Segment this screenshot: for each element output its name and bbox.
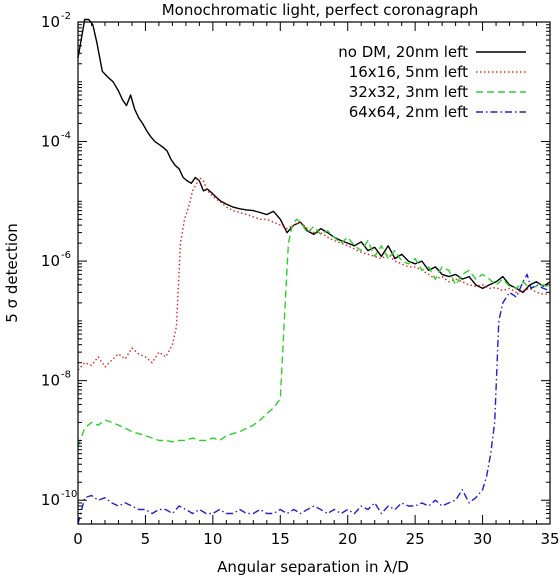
x-tick-label: 25 [406, 530, 425, 548]
y-tick-label: 10 [41, 13, 60, 31]
x-tick-label: 30 [473, 530, 492, 548]
y-tick-label: 10 [41, 372, 60, 390]
series-line-2 [77, 176, 550, 371]
legend: no DM, 20nm left 16x16, 5nm left 32x32, 3n… [338, 43, 526, 121]
plot-frame [77, 21, 551, 525]
legend-label: 32x32, 3nm left [349, 83, 468, 101]
x-tick-label: 0 [73, 530, 83, 548]
y-tick-exponent: -10 [61, 489, 77, 500]
y-tick-exponent: -8 [61, 370, 71, 381]
y-tick-label: 10 [41, 491, 60, 509]
x-tick-label: 15 [271, 530, 290, 548]
x-tick-label: 20 [338, 530, 357, 548]
y-tick-label: 10 [41, 252, 60, 270]
x-tick-label: 35 [540, 530, 559, 548]
series-line-4 [77, 273, 551, 525]
series-line-1 [77, 18, 551, 294]
y-tick-label: 10 [41, 133, 60, 151]
legend-label: no DM, 20nm left [338, 43, 468, 61]
x-axis-label: Angular separation in λ/D [217, 558, 409, 576]
chart-title: Monochromatic light, perfect coronagraph [162, 1, 479, 19]
plot-series [77, 18, 551, 525]
y-tick-exponent: -2 [61, 11, 71, 22]
y-axis-label: 5 σ detection [3, 223, 21, 322]
legend-label: 64x64, 2nm left [349, 103, 468, 121]
y-tick-exponent: -6 [61, 250, 71, 261]
x-tick-label: 10 [203, 530, 222, 548]
y-tick-exponent: -4 [61, 131, 71, 142]
x-tick-label: 5 [141, 530, 151, 548]
legend-label: 16x16, 5nm left [349, 63, 468, 81]
x-axis: 0 5 10 15 20 25 30 35 [73, 22, 560, 548]
series-line-3 [77, 218, 551, 447]
